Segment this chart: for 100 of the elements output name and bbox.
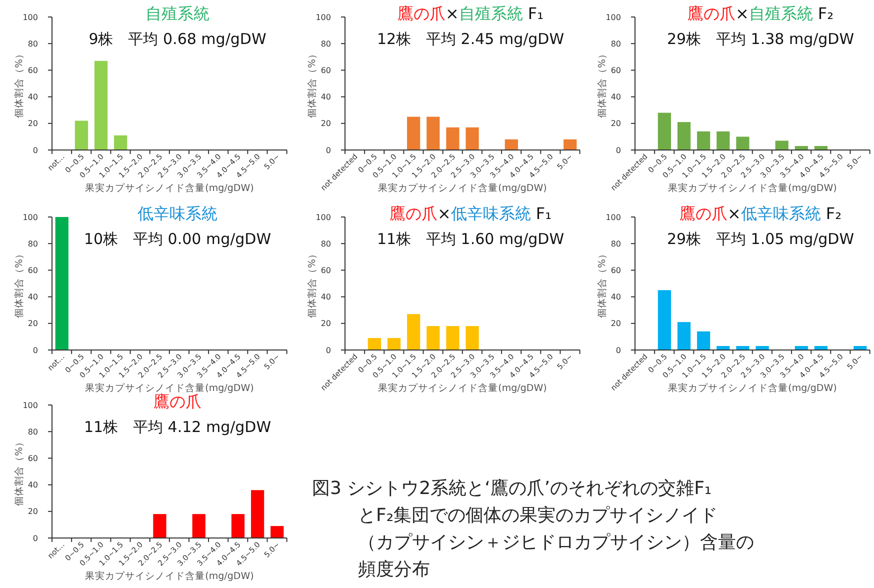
caption: 図3 シシトウ2系統と‘鷹の爪’のそれぞれの交雑F₁とF₂集団での個体の果実のカプサイシノイド（カプサイシン＋ジヒドロカプサイシン）含量の頻度分布 [312, 478, 754, 580]
y-tick-label: 0 [32, 146, 38, 155]
y-tick-label: 100 [22, 12, 38, 22]
x-axis-title: 果実カプサイシノイド含量(mg/gDW) [85, 382, 254, 394]
bar [426, 116, 440, 150]
bar [677, 322, 691, 350]
x-axis-title: 果実カプサイシノイド含量(mg/gDW) [378, 182, 547, 194]
y-axis-title: 個体割合（%） [13, 48, 25, 118]
bar [270, 526, 284, 538]
y-tick-label: 20 [610, 319, 621, 328]
bar [114, 135, 128, 150]
y-axis-title: 個体割合（%） [13, 436, 25, 506]
y-tick-label: 40 [28, 92, 38, 102]
bar [426, 326, 440, 350]
text: 11株 平均 1.60 mg/gDW [376, 230, 564, 248]
y-tick-label: 80 [610, 39, 621, 48]
bar [231, 514, 245, 538]
y-axis-title: 個体割合（%） [13, 248, 25, 318]
y-tick-label: 40 [320, 92, 331, 102]
bar [736, 136, 750, 150]
y-tick-label: 0 [616, 346, 621, 355]
y-tick-label: 20 [28, 119, 38, 128]
y-tick-label: 20 [320, 319, 331, 328]
bar [250, 490, 264, 538]
y-tick-label: 80 [28, 239, 38, 248]
x-axis-title: 果実カプサイシノイド含量(mg/gDW) [668, 182, 837, 194]
y-tick-label: 100 [606, 12, 621, 22]
bar [94, 60, 108, 150]
bar [446, 326, 460, 350]
y-tick-label: 100 [606, 212, 621, 222]
bar [407, 314, 420, 350]
y-tick-label: 60 [320, 266, 331, 275]
text: 9株 平均 0.68 mg/gDW [88, 30, 266, 48]
chart-title: 鷹の爪×低辛味系統 F₂ [679, 204, 842, 223]
bar [387, 338, 401, 350]
y-tick-label: 20 [28, 507, 38, 516]
bar [504, 139, 518, 150]
bar [192, 514, 206, 538]
y-tick-label: 80 [28, 427, 38, 436]
y-tick-label: 100 [22, 212, 38, 222]
bar [564, 139, 577, 150]
bar [736, 346, 750, 350]
y-tick-label: 60 [610, 66, 621, 75]
bar [716, 131, 730, 150]
y-tick-label: 60 [320, 66, 331, 75]
y-tick-label: 80 [320, 39, 331, 48]
y-tick-label: 60 [28, 66, 38, 75]
y-tick-label: 0 [32, 534, 38, 543]
y-tick-label: 40 [28, 480, 38, 490]
y-axis-title: 個体割合（%） [596, 48, 608, 118]
x-axis-title: 果実カプサイシノイド含量(mg/gDW) [85, 182, 254, 194]
bar [446, 127, 460, 150]
bar [697, 131, 710, 150]
y-tick-label: 40 [610, 92, 621, 102]
bar [466, 326, 479, 350]
y-tick-label: 80 [28, 39, 38, 48]
chart-title: 自殖系統 [146, 4, 210, 23]
bar [153, 514, 166, 538]
bar [466, 127, 479, 150]
y-tick-label: 40 [320, 292, 331, 302]
bar [368, 338, 382, 350]
chart-title: 鷹の爪×自殖系統 F₁ [397, 4, 544, 23]
y-tick-label: 80 [320, 239, 331, 248]
chart-title: 鷹の爪×自殖系統 F₂ [687, 4, 834, 23]
bar [407, 116, 420, 150]
bar [658, 290, 672, 350]
y-tick-label: 100 [316, 12, 331, 22]
text: 12株 平均 2.45 mg/gDW [376, 30, 564, 48]
y-tick-label: 40 [610, 292, 621, 302]
y-tick-label: 20 [320, 119, 331, 128]
y-axis-title: 個体割合（%） [306, 248, 318, 318]
y-tick-label: 100 [316, 212, 331, 222]
y-tick-label: 80 [610, 239, 621, 248]
bar [697, 331, 710, 350]
y-axis-title: 個体割合（%） [306, 48, 318, 118]
y-tick-label: 20 [610, 119, 621, 128]
bar [775, 140, 788, 150]
text: 10株 平均 0.00 mg/gDW [84, 230, 272, 248]
y-tick-label: 0 [326, 346, 331, 355]
bar [677, 122, 691, 150]
bar [756, 346, 769, 350]
y-tick-label: 60 [610, 266, 621, 275]
x-axis-title: 果実カプサイシノイド含量(mg/gDW) [378, 382, 547, 394]
y-tick-label: 40 [28, 292, 38, 302]
y-tick-label: 0 [326, 146, 331, 155]
bar [74, 120, 88, 150]
y-tick-label: 60 [28, 266, 38, 275]
x-axis-title: 果実カプサイシノイド含量(mg/gDW) [668, 382, 837, 394]
y-tick-label: 100 [22, 400, 38, 410]
text: 29株 平均 1.38 mg/gDW [666, 30, 854, 48]
chart-title: 鷹の爪×低辛味系統 F₁ [389, 204, 552, 223]
y-axis-title: 個体割合（%） [596, 248, 608, 318]
text: 11株 平均 4.12 mg/gDW [84, 418, 272, 436]
y-tick-label: 0 [616, 146, 621, 155]
x-axis-title: 果実カプサイシノイド含量(mg/gDW) [85, 570, 254, 582]
bar [658, 112, 672, 150]
y-tick-label: 20 [28, 319, 38, 328]
chart-title: 鷹の爪 [154, 392, 202, 411]
chart-title: 低辛味系統 [138, 204, 218, 223]
y-tick-label: 0 [32, 346, 38, 355]
